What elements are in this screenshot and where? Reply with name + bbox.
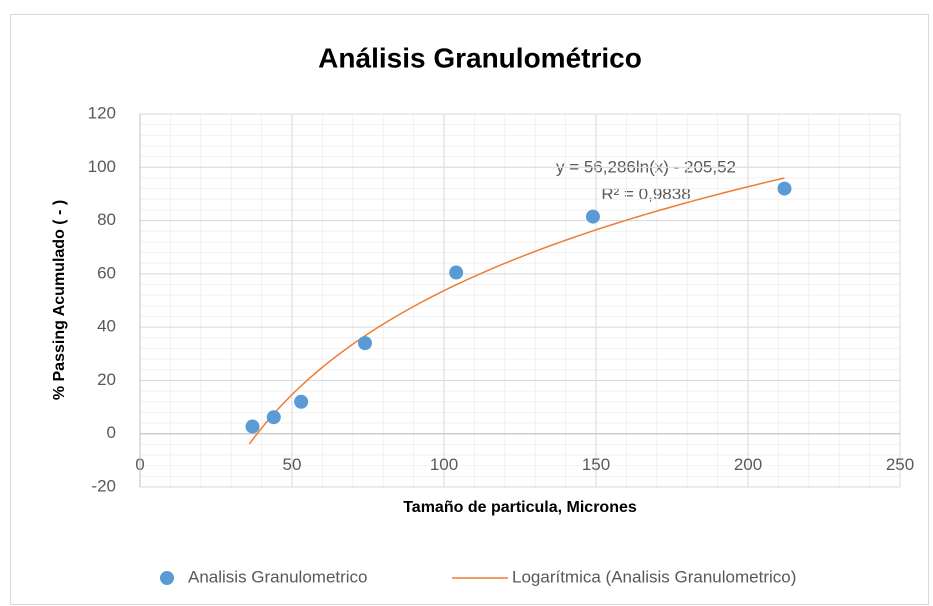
point [449,265,464,280]
y-tick-label: 120 [88,103,116,122]
point [294,394,309,409]
x-tick-label: 200 [734,455,762,474]
x-tick-label: 250 [886,455,914,474]
point [777,181,792,196]
legend-label: Analisis Granulometrico [188,567,368,586]
legend-label: Logarítmica (Analisis Granulometrico) [512,567,796,586]
x-tick-label: 50 [283,455,302,474]
trendline [248,177,785,445]
chart-title: Análisis Granulométrico [318,42,642,73]
point [266,410,281,425]
y-tick-label: 20 [97,370,116,389]
y-tick-label: -20 [91,476,116,495]
x-axis-label: Tamaño de particula, Micrones [403,499,637,516]
y-tick-label: 0 [107,423,116,442]
y-tick-label: 40 [97,317,116,336]
point [585,209,600,224]
y-axis-label: % Passing Acumulado ( - ) [51,200,68,400]
chart-border [10,14,929,605]
x-tick-label: 100 [430,455,458,474]
y-tick-label: 60 [97,263,116,282]
point [245,419,260,434]
x-tick-label: 150 [582,455,610,474]
y-tick-label: 100 [88,157,116,176]
y-tick-label: 80 [97,210,116,229]
r-squared: R² = 0,9838 [601,184,690,203]
legend-marker [160,571,174,585]
point [357,336,372,351]
